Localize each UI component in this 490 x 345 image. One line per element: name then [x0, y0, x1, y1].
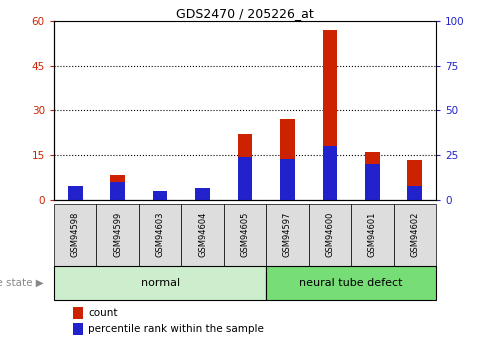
Bar [181, 204, 224, 266]
Bar [195, 188, 210, 200]
Bar [68, 190, 82, 200]
Text: GSM94602: GSM94602 [410, 212, 419, 257]
Bar [238, 157, 252, 200]
Bar [68, 186, 82, 200]
Text: GSM94605: GSM94605 [241, 212, 249, 257]
Bar [224, 204, 266, 266]
Bar [152, 191, 168, 200]
Bar [238, 134, 252, 200]
Bar [266, 266, 436, 300]
Bar [407, 186, 422, 200]
Bar [110, 175, 125, 200]
Text: GSM94600: GSM94600 [325, 212, 335, 257]
Text: disease state ▶: disease state ▶ [0, 278, 44, 288]
Bar [266, 204, 309, 266]
Bar [195, 190, 210, 200]
Bar [322, 146, 337, 200]
Bar [73, 323, 82, 335]
Text: neural tube defect: neural tube defect [299, 278, 403, 288]
Bar [365, 164, 380, 200]
Bar [54, 204, 97, 266]
Title: GDS2470 / 205226_at: GDS2470 / 205226_at [176, 7, 314, 20]
Text: count: count [88, 308, 118, 318]
Bar [365, 152, 380, 200]
Text: GSM94601: GSM94601 [368, 212, 377, 257]
Text: GSM94598: GSM94598 [71, 212, 80, 257]
Text: GSM94603: GSM94603 [155, 212, 165, 257]
Bar [280, 159, 295, 200]
Text: percentile rank within the sample: percentile rank within the sample [88, 324, 264, 334]
Text: GSM94604: GSM94604 [198, 212, 207, 257]
Bar [280, 119, 295, 200]
Bar [73, 307, 82, 319]
Text: GSM94599: GSM94599 [113, 212, 122, 257]
Bar [97, 204, 139, 266]
Bar [152, 191, 168, 200]
Bar [139, 204, 181, 266]
Bar [110, 182, 125, 200]
Text: GSM94597: GSM94597 [283, 212, 292, 257]
Bar [351, 204, 393, 266]
Bar [407, 160, 422, 200]
Text: normal: normal [141, 278, 180, 288]
Bar [54, 266, 266, 300]
Bar [309, 204, 351, 266]
Bar [322, 30, 337, 200]
Bar [393, 204, 436, 266]
